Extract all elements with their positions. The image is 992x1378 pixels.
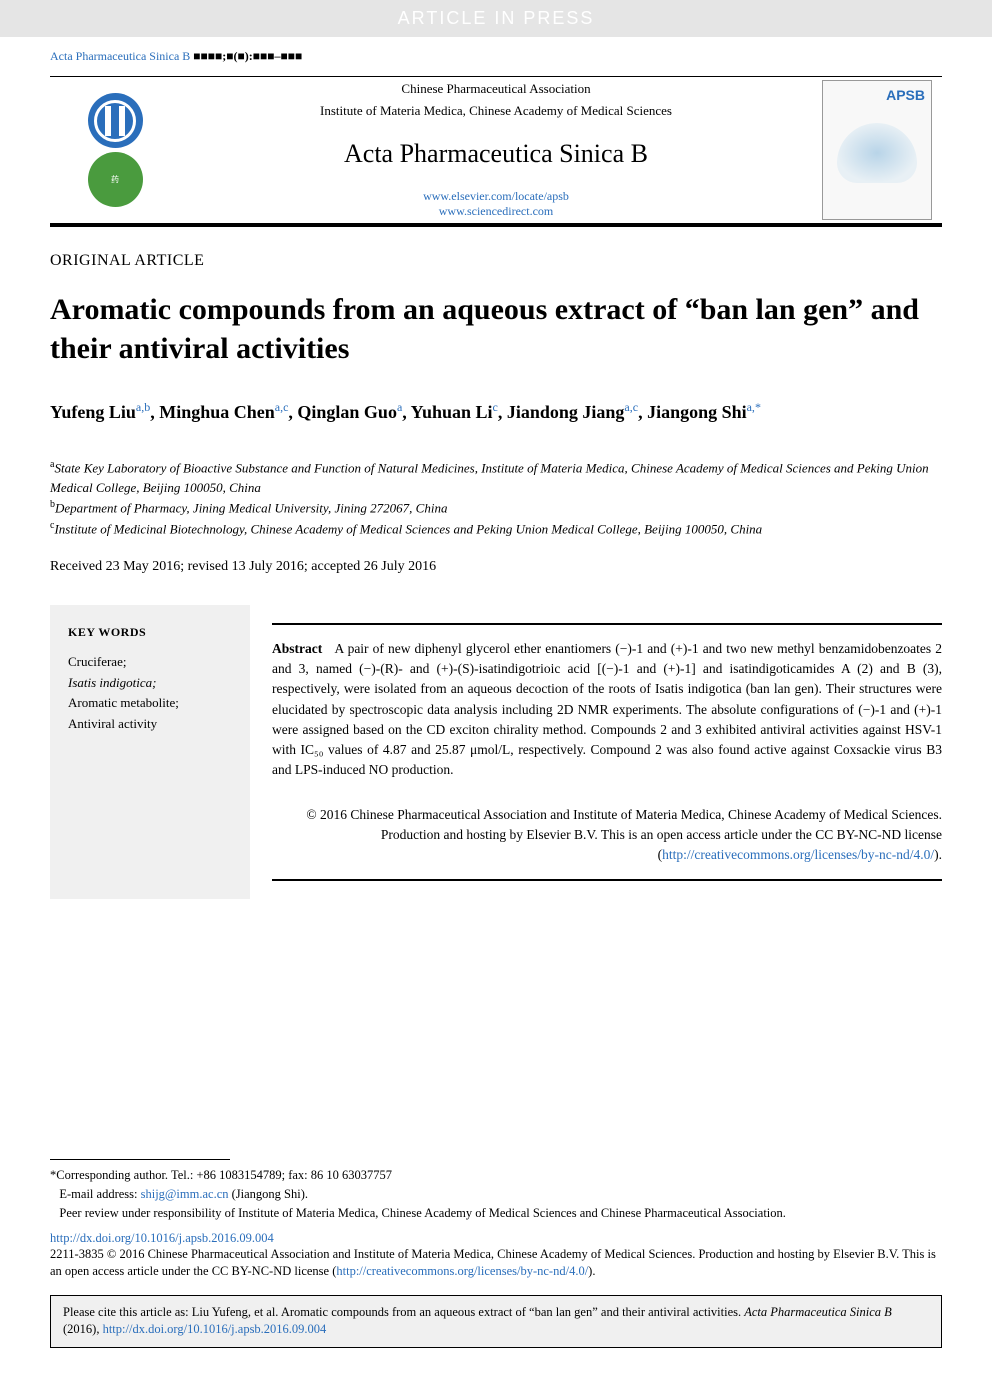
peer-review-note: Peer review under responsibility of Inst… [50, 1204, 942, 1223]
cover-thumbnail: APSB [822, 80, 932, 220]
corresponding-tel: *Corresponding author. Tel.: +86 1083154… [50, 1166, 942, 1185]
article-dates: Received 23 May 2016; revised 13 July 20… [50, 559, 942, 575]
keywords-panel: KEY WORDS Cruciferae;Isatis indigotica;A… [50, 605, 250, 900]
copyright-suffix: ). [934, 847, 942, 862]
keyword-item: Aromatic metabolite; [68, 693, 232, 714]
author: Yuhuan Lic [411, 402, 498, 422]
cover-art-icon [837, 123, 917, 183]
corresponding-star-icon: * [755, 400, 761, 414]
citation-box: Please cite this article as: Liu Yufeng,… [50, 1295, 942, 1348]
issn-copyright: 2211-3835 © 2016 Chinese Pharmaceutical … [50, 1246, 942, 1281]
corresponding-email-line: E-mail address: shijg@imm.ac.cn (Jiangon… [50, 1185, 942, 1204]
cite-doi-link[interactable]: http://dx.doi.org/10.1016/j.apsb.2016.09… [103, 1322, 327, 1336]
article-in-press-banner: ARTICLE IN PRESS [0, 0, 992, 37]
affiliation: bDepartment of Pharmacy, Jining Medical … [50, 497, 942, 518]
affiliation: aState Key Laboratory of Bioactive Subst… [50, 457, 942, 497]
journal-header: 药 Chinese Pharmaceutical Association Ins… [50, 76, 942, 227]
issn-suffix: ). [588, 1264, 595, 1278]
author: Qinglan Guoa [297, 402, 402, 422]
author: Minghua Chena,c [159, 402, 288, 422]
affiliations: aState Key Laboratory of Bioactive Subst… [50, 457, 942, 539]
publisher-institute: Institute of Materia Medica, Chinese Aca… [180, 103, 812, 119]
author: Jiandong Jianga,c [507, 402, 638, 422]
journal-reference: Acta Pharmaceutica Sinica B ■■■■;■(■):■■… [50, 49, 942, 64]
article-type: ORIGINAL ARTICLE [50, 252, 942, 270]
copyright-text: © 2016 Chinese Pharmaceutical Associatio… [272, 793, 942, 882]
abstract-text: Abstract A pair of new diphenyl glycerol… [272, 623, 942, 781]
affiliation: cInstitute of Medicinal Biotechnology, C… [50, 518, 942, 539]
footnote-separator [50, 1159, 230, 1160]
author: Jiangong Shia,* [647, 402, 761, 422]
sciencedirect-link[interactable]: www.sciencedirect.com [180, 204, 812, 219]
doi-link[interactable]: http://dx.doi.org/10.1016/j.apsb.2016.09… [50, 1231, 274, 1245]
author-affil-sup: a [397, 400, 402, 414]
header-center: Chinese Pharmaceutical Association Insti… [180, 80, 812, 220]
abstract-keywords-block: KEY WORDS Cruciferae;Isatis indigotica;A… [50, 605, 942, 900]
cite-journal: Acta Pharmaceutica Sinica B [744, 1305, 892, 1319]
author-affil-sup: a, [747, 400, 755, 414]
cover-thumbnail-cell: APSB [812, 80, 942, 220]
imm-logo-icon: 药 [88, 152, 143, 207]
journal-ref-name: Acta Pharmaceutica Sinica B [50, 49, 190, 63]
publisher-association: Chinese Pharmaceutical Association [180, 81, 812, 97]
author: Yufeng Liua,b [50, 402, 150, 422]
journal-links: www.elsevier.com/locate/apsb www.science… [180, 189, 812, 219]
author-affil-sup: a,c [275, 400, 289, 414]
cpa-logo-icon [88, 93, 143, 148]
author-list: Yufeng Liua,b, Minghua Chena,c, Qinglan … [50, 398, 942, 427]
issn-cc-link[interactable]: http://creativecommons.org/licenses/by-n… [336, 1264, 588, 1278]
elsevier-link[interactable]: www.elsevier.com/locate/apsb [180, 189, 812, 204]
journal-name: Acta Pharmaceutica Sinica B [180, 139, 812, 169]
article-title: Aromatic compounds from an aqueous extra… [50, 290, 942, 368]
cite-prefix: Please cite this article as: Liu Yufeng,… [63, 1305, 744, 1319]
cite-year: (2016), [63, 1322, 103, 1336]
doi-line: http://dx.doi.org/10.1016/j.apsb.2016.09… [50, 1231, 942, 1246]
email-suffix: (Jiangong Shi). [229, 1187, 309, 1201]
abstract-body: A pair of new diphenyl glycerol ether en… [272, 641, 942, 778]
keyword-item: Antiviral activity [68, 714, 232, 735]
cover-apsb-label: APSB [886, 87, 925, 103]
keywords-heading: KEY WORDS [68, 625, 232, 640]
email-link[interactable]: shijg@imm.ac.cn [141, 1187, 229, 1201]
abstract-panel: Abstract A pair of new diphenyl glycerol… [250, 605, 942, 900]
keywords-list: Cruciferae;Isatis indigotica;Aromatic me… [68, 652, 232, 735]
cc-license-link[interactable]: http://creativecommons.org/licenses/by-n… [662, 847, 934, 862]
journal-ref-issue: ■■■■;■(■):■■■–■■■ [193, 49, 302, 63]
keyword-item: Cruciferae; [68, 652, 232, 673]
publisher-logos: 药 [50, 80, 180, 220]
author-affil-sup: a,c [624, 400, 638, 414]
abstract-label: Abstract [272, 641, 322, 656]
corresponding-author-info: *Corresponding author. Tel.: +86 1083154… [50, 1166, 942, 1222]
author-affil-sup: c [493, 400, 498, 414]
email-label: E-mail address: [59, 1187, 140, 1201]
author-affil-sup: a,b [136, 400, 150, 414]
keyword-item: Isatis indigotica; [68, 673, 232, 694]
